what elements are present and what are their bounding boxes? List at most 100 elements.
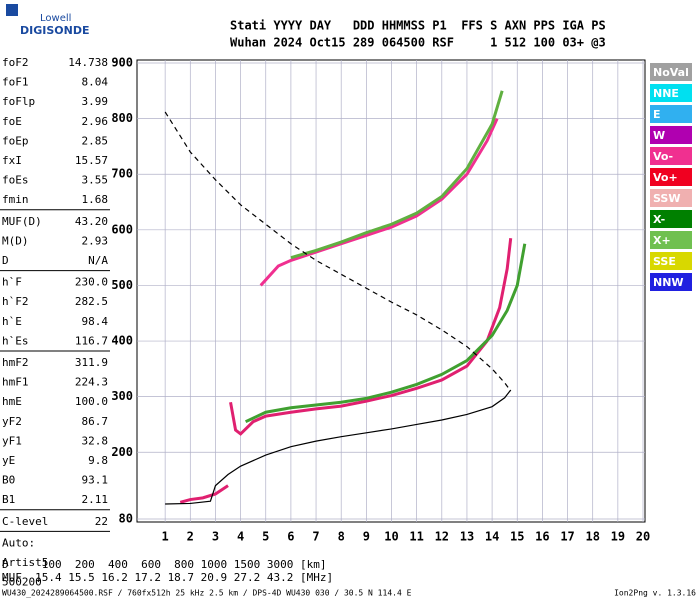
param-name: D [2, 254, 9, 267]
x-tick-label: 19 [611, 530, 625, 544]
x-tick-label: 17 [560, 530, 574, 544]
param-value: 98.4 [82, 315, 109, 328]
x-tick-label: 16 [535, 530, 549, 544]
footer-right: Ion2Png v. 1.3.16 [614, 589, 696, 598]
param-value: 311.9 [75, 356, 108, 369]
plot-frame [136, 59, 646, 523]
param-value: 3.55 [82, 174, 109, 187]
y-tick-label: 200 [111, 445, 133, 459]
mode-swatch [650, 168, 692, 186]
x-tick-label: 6 [287, 530, 294, 544]
x-tick-label: 2 [187, 530, 194, 544]
param-name: foF2 [2, 56, 29, 69]
x-tick-label: 3 [212, 530, 219, 544]
y-tick-label: 500 [111, 278, 133, 292]
trace [290, 90, 504, 260]
param-value: 224.3 [75, 376, 108, 389]
mode-swatch [650, 252, 692, 270]
param-name: foFlp [2, 95, 35, 108]
mode-label: X+ [653, 234, 671, 247]
x-tick-label: 4 [237, 530, 244, 544]
param-name: foF1 [2, 76, 29, 89]
param-value: 2.96 [82, 115, 109, 128]
trace [259, 117, 499, 287]
x-tick-label: 5 [262, 530, 269, 544]
y-tick-label: 300 [111, 389, 133, 403]
x-tick-label: 12 [435, 530, 449, 544]
y-tick-label: 700 [111, 167, 133, 181]
param-value: 9.8 [88, 454, 108, 467]
y-tick-label: 400 [111, 334, 133, 348]
x-tick-label: 1 [162, 530, 169, 544]
param-name: fmin [2, 193, 29, 206]
footer-left: WU430_2024289064500.RSF / 760fx512h 25 k… [2, 589, 412, 598]
trace [164, 111, 512, 392]
param-value: 230.0 [75, 276, 108, 289]
param-value: 43.20 [75, 215, 108, 228]
mode-label: SSE [653, 255, 676, 268]
trace [165, 389, 512, 505]
param-name: h`F [2, 276, 22, 289]
logo-mark [6, 4, 18, 16]
muf-row: MUF 15.4 15.5 16.2 17.2 18.7 20.9 27.2 4… [2, 571, 333, 584]
trace [179, 484, 229, 504]
param-value: 22 [95, 515, 108, 528]
param-name: 500200 [2, 576, 42, 589]
x-tick-label: 20 [636, 530, 650, 544]
param-name: Artist5 [2, 556, 48, 569]
param-name: B0 [2, 474, 15, 487]
param-name: h`F2 [2, 295, 29, 308]
param-name: M(D) [2, 234, 29, 247]
param-value: 15.57 [75, 154, 108, 167]
y-tick-label: 80 [119, 512, 133, 526]
mode-swatch [650, 105, 692, 123]
x-tick-label: 10 [384, 530, 398, 544]
mode-label: E [653, 108, 661, 121]
param-value: 86.7 [82, 415, 109, 428]
param-name: MUF(D) [2, 215, 42, 228]
x-tick-label: 11 [409, 530, 423, 544]
mode-swatch [650, 147, 692, 165]
mode-swatch [650, 84, 692, 102]
logo-line1: Lowell [40, 13, 71, 24]
param-name: hmF2 [2, 356, 29, 369]
param-name: yF1 [2, 434, 22, 447]
param-value: 8.04 [82, 76, 109, 89]
param-name: yF2 [2, 415, 22, 428]
mode-swatch [650, 189, 692, 207]
param-name: foEp [2, 134, 29, 147]
param-value: 93.1 [82, 474, 109, 487]
header-labels: Stati YYYY DAY DDD HHMMSS P1 FFS S AXN P… [230, 19, 606, 33]
header-values: Wuhan 2024 Oct15 289 064500 RSF 1 512 10… [230, 36, 606, 50]
mode-label: NNE [653, 87, 679, 100]
y-tick-label: 900 [111, 56, 133, 70]
param-name: hmE [2, 395, 22, 408]
mode-label: NoVal [653, 66, 689, 79]
param-value: 3.99 [82, 95, 109, 108]
mode-swatch [650, 63, 692, 81]
param-value: 282.5 [75, 295, 108, 308]
param-value: N/A [88, 254, 108, 267]
mode-label: NNW [653, 276, 684, 289]
param-value: 2.85 [82, 134, 109, 147]
mode-label: Vo+ [653, 171, 678, 184]
d-row: D 100 200 400 600 800 1000 1500 3000 [km… [2, 558, 327, 571]
param-value: 1.68 [82, 193, 109, 206]
param-value: 100.0 [75, 395, 108, 408]
mode-label: SSW [653, 192, 680, 205]
param-value: 2.11 [82, 493, 109, 506]
trace [229, 237, 513, 436]
x-tick-label: 9 [363, 530, 370, 544]
logo-line2: DIGISONDE [20, 24, 89, 37]
x-tick-label: 15 [510, 530, 524, 544]
mode-swatch [650, 126, 692, 144]
param-name: B1 [2, 493, 15, 506]
x-tick-label: 18 [585, 530, 599, 544]
mode-label: Vo- [653, 150, 673, 163]
param-name: C-level [2, 515, 48, 528]
param-name: foE [2, 115, 22, 128]
param-value: 2.93 [82, 234, 109, 247]
x-tick-label: 13 [460, 530, 474, 544]
param-name: h`E [2, 315, 22, 328]
